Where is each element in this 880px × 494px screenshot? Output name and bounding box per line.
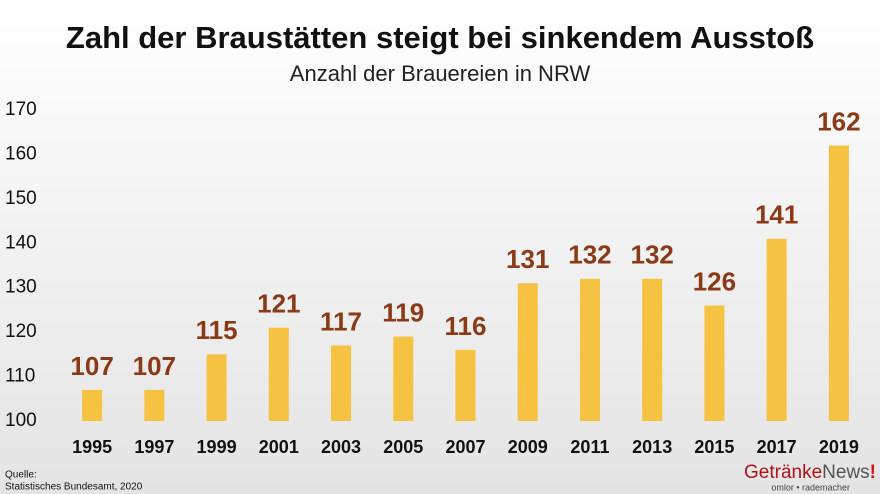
value-label: 119 — [382, 297, 424, 327]
x-tick-label: 2019 — [819, 437, 859, 457]
bar — [642, 278, 663, 421]
bar — [455, 349, 476, 421]
value-label: 117 — [320, 306, 362, 336]
bar — [517, 283, 538, 421]
logo-name: Getränke — [744, 462, 822, 483]
value-label: 141 — [755, 200, 798, 230]
logo-tagline: omlor • rademacher — [771, 482, 850, 492]
y-tick-label: 150 — [5, 188, 37, 209]
bar — [82, 389, 103, 421]
value-label: 132 — [630, 240, 673, 270]
y-tick-label: 170 — [5, 99, 37, 120]
bar — [331, 345, 352, 421]
logo-name2: News — [822, 462, 870, 483]
x-tick-label: 2009 — [508, 437, 548, 457]
chart-title: Zahl der Braustätten steigt bei sinkende… — [66, 20, 814, 55]
value-label: 107 — [133, 351, 176, 381]
value-label: 131 — [506, 244, 549, 274]
y-tick-label: 160 — [5, 143, 37, 164]
x-tick-label: 1997 — [134, 437, 174, 457]
bar — [579, 278, 600, 421]
bar — [828, 145, 849, 422]
value-label: 121 — [257, 289, 300, 319]
value-label: 126 — [693, 266, 736, 296]
value-label: 107 — [70, 351, 113, 381]
y-tick-label: 100 — [5, 410, 37, 431]
bar — [393, 336, 414, 421]
value-label: 132 — [568, 240, 611, 270]
y-tick-label: 140 — [5, 232, 37, 253]
bar — [144, 389, 165, 421]
chart-subtitle: Anzahl der Brauereien in NRW — [290, 61, 591, 86]
source-label: Quelle: — [5, 470, 37, 481]
x-tick-label: 2007 — [445, 437, 485, 457]
source-text: Statistisches Bundesamt, 2020 — [5, 482, 143, 493]
bar — [766, 238, 787, 421]
x-tick-label: 2001 — [259, 437, 299, 457]
x-tick-label: 2003 — [321, 437, 361, 457]
value-label: 116 — [445, 311, 487, 341]
y-tick-label: 120 — [5, 321, 37, 342]
x-tick-label: 2015 — [694, 437, 734, 457]
logo: GetränkeNews! — [744, 462, 876, 483]
y-tick-label: 110 — [5, 366, 35, 387]
bar — [206, 354, 227, 421]
y-tick-label: 130 — [5, 277, 37, 298]
x-tick-label: 2017 — [757, 437, 797, 457]
x-tick-label: 2013 — [632, 437, 672, 457]
logo-mark: ! — [870, 462, 876, 483]
x-tick-label: 1995 — [72, 437, 112, 457]
bar — [704, 305, 725, 421]
x-tick-label: 1999 — [197, 437, 237, 457]
value-label: 115 — [196, 315, 238, 345]
value-label: 162 — [817, 106, 860, 136]
x-tick-label: 2005 — [383, 437, 423, 457]
x-tick-label: 2011 — [570, 437, 609, 457]
bar — [268, 327, 289, 421]
